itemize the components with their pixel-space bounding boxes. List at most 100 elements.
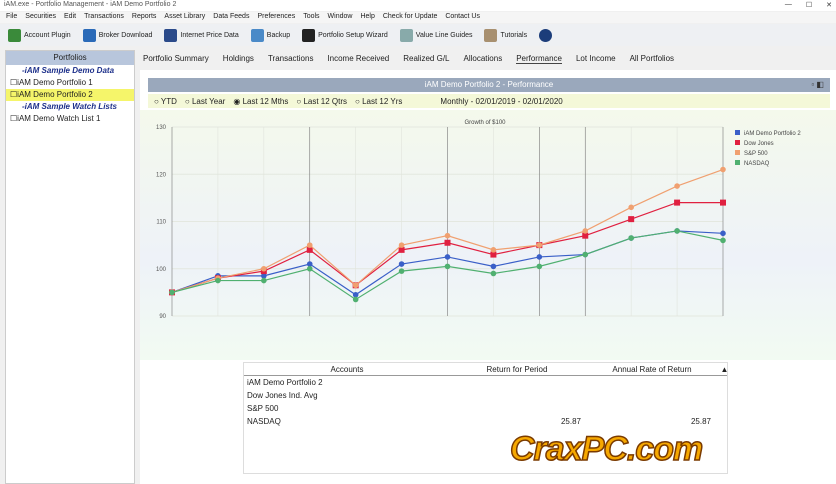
col-annual-return[interactable]: Annual Rate of Return [612,365,692,374]
menu-preferences[interactable]: Preferences [257,13,296,20]
menu-transactions[interactable]: Transactions [84,13,124,20]
table-row[interactable]: S&P 500 [244,402,727,415]
menu-data-feeds[interactable]: Data Feeds [213,13,250,20]
sidebar-item[interactable]: ☐iAM Demo Watch List 1 [10,114,101,123]
data-point [720,199,726,206]
toolbar-label: Internet Price Data [180,31,239,39]
data-point [352,282,359,289]
table-row[interactable]: iAM Demo Portfolio 2 [244,376,727,389]
data-point [490,251,497,258]
window-title: iAM.exe - Portfolio Management - iAM Dem… [4,1,177,8]
y-tick-label: 110 [156,220,166,226]
period-radio[interactable]: ◉ Last 12 Mths [233,97,288,106]
tab-portfolio-summary[interactable]: Portfolio Summary [143,54,209,63]
data-point [398,261,405,267]
period-radio[interactable]: ○ Last 12 Yrs [355,97,402,106]
toolbar-button-tutorials[interactable]: Tutorials [484,28,527,42]
toolbar: Account Plugin Broker Download Internet Pr… [0,24,836,46]
toolbar-button-broker-download[interactable]: Broker Download [82,28,153,42]
toolbar-label: Broker Download [98,31,153,39]
folder-icon [302,28,316,42]
toolbar-button-value-line-guides[interactable]: Value Line Guides [399,28,472,42]
period-radio[interactable]: ○ Last Year [185,97,225,106]
legend-label: iAM Demo Portfolio 2 [744,131,801,137]
chart-title: Growth of $100 [464,120,506,126]
maximize-button[interactable]: ☐ [805,2,813,9]
legend-label: NASDAQ [744,161,770,167]
menu-securities[interactable]: Securities [25,13,57,20]
tab-all-portfolios[interactable]: All Portfolios [629,54,675,63]
period-label: Last Year [191,96,226,106]
data-point [536,263,543,270]
radio-icon: ○ [296,96,304,106]
book-icon [484,28,498,42]
backup-icon [250,28,264,42]
close-button[interactable]: ✕ [826,2,832,9]
sidebar-item[interactable]: -iAM Sample Demo Data [22,66,115,75]
period-radio[interactable]: ○ YTD [154,97,177,106]
data-point [215,277,221,284]
account-cell: Dow Jones Ind. Avg [247,391,318,400]
toolbar-button-account-plugin[interactable]: Account Plugin [8,28,71,42]
menu-reports[interactable]: Reports [131,13,157,20]
data-point [306,242,313,248]
menu-help[interactable]: Help [360,13,375,20]
legend-swatch [735,130,740,135]
watermark-logo: CraxPC.com [509,429,704,469]
help-icon [539,28,553,42]
period-label: Last 12 Mths [242,96,289,106]
toolbar-label: Portfolio Setup Wizard [318,31,388,39]
data-point [582,232,589,239]
sidebar-item[interactable]: ☐iAM Demo Portfolio 1 [10,78,93,87]
radio-icon: ○ [154,96,161,106]
minimize-button[interactable]: — [784,1,792,8]
plugin-icon [8,28,21,42]
tab-income-received[interactable]: Income Received [327,54,390,63]
toolbar-button-portfolio-setup-wizard[interactable]: Portfolio Setup Wizard [302,28,388,42]
period-return-cell: 25.87 [560,417,581,426]
toolbar-label: Account Plugin [24,31,71,39]
tab-allocations[interactable]: Allocations [463,54,503,63]
data-point [674,228,680,234]
menu-contact-us[interactable]: Contact Us [445,13,480,20]
data-point [536,254,543,260]
data-point [306,265,313,272]
data-point [582,251,589,258]
table-row[interactable]: NASDAQ 25.87 25.87 [244,415,727,428]
col-return-period[interactable]: Return for Period [486,365,548,374]
period-radio[interactable]: ○ Last 12 Qtrs [296,97,347,106]
tab-lot-income[interactable]: Lot Income [575,54,616,63]
menu-edit[interactable]: Edit [64,13,77,20]
data-point [490,263,497,270]
tab-performance[interactable]: Performance [516,54,562,64]
data-point [306,261,313,267]
panel-header: iAM Demo Portfolio 2 - Performance ▫ ◧ [148,78,830,92]
menu-check-for-update[interactable]: Check for Update [382,13,438,20]
data-point [261,265,267,272]
toolbar-button-help[interactable] [539,28,555,42]
scroll-up-icon[interactable]: ▲ [720,365,729,374]
data-point [261,273,267,279]
tab-bar: Portfolio Summary Holdings Transactions Inc… [143,54,674,64]
data-point [444,239,451,246]
tab-transactions[interactable]: Transactions [267,54,314,63]
annual-return-cell: 25.87 [690,417,711,426]
col-accounts[interactable]: Accounts [330,365,364,374]
toolbar-label: Backup [266,31,291,39]
menu-file[interactable]: File [6,13,18,20]
sidebar-item[interactable]: ☐iAM Demo Portfolio 2 [6,89,134,101]
radio-icon: ○ [355,96,363,106]
menu-tools[interactable]: Tools [303,13,320,20]
title-bar: iAM.exe - Portfolio Management - iAM Dem… [0,0,836,11]
toolbar-button-internet-price-data[interactable]: Internet Price Data [164,28,239,42]
toolbar-button-backup[interactable]: Backup [250,28,291,42]
tab-realized-g-l[interactable]: Realized G/L [403,54,450,63]
data-point [720,237,726,244]
menu-asset-library[interactable]: Asset Library [164,13,206,20]
data-point [398,268,405,274]
sidebar-item[interactable]: -iAM Sample Watch Lists [22,102,117,111]
table-row[interactable]: Dow Jones Ind. Avg [244,389,727,402]
tab-holdings[interactable]: Holdings [222,54,254,63]
menu-window[interactable]: Window [327,13,353,20]
panel-buttons[interactable]: ▫ ◧ [811,80,824,89]
